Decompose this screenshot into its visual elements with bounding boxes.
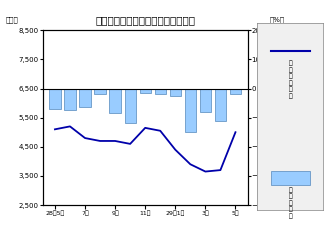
Bar bbox=[271, 171, 310, 185]
Bar bbox=[215, 89, 226, 121]
Bar bbox=[49, 89, 61, 109]
Bar bbox=[140, 89, 151, 93]
Text: （%）: （%） bbox=[269, 17, 284, 23]
Bar bbox=[94, 89, 106, 94]
Bar bbox=[64, 89, 76, 110]
Bar bbox=[185, 89, 196, 132]
Bar bbox=[124, 89, 136, 123]
Bar bbox=[200, 89, 211, 112]
Bar bbox=[80, 89, 91, 107]
Text: （件）: （件） bbox=[6, 17, 19, 23]
Text: 前
年
同
月
比: 前 年 同 月 比 bbox=[288, 187, 292, 219]
Bar bbox=[170, 89, 181, 96]
Bar bbox=[110, 89, 121, 113]
Text: 犯
罪
発
生
件
数: 犯 罪 発 生 件 数 bbox=[288, 61, 292, 99]
Bar bbox=[154, 89, 166, 94]
Title: 犯罪発生件数及び前年同月比の推移: 犯罪発生件数及び前年同月比の推移 bbox=[95, 15, 195, 25]
Bar bbox=[230, 89, 241, 94]
